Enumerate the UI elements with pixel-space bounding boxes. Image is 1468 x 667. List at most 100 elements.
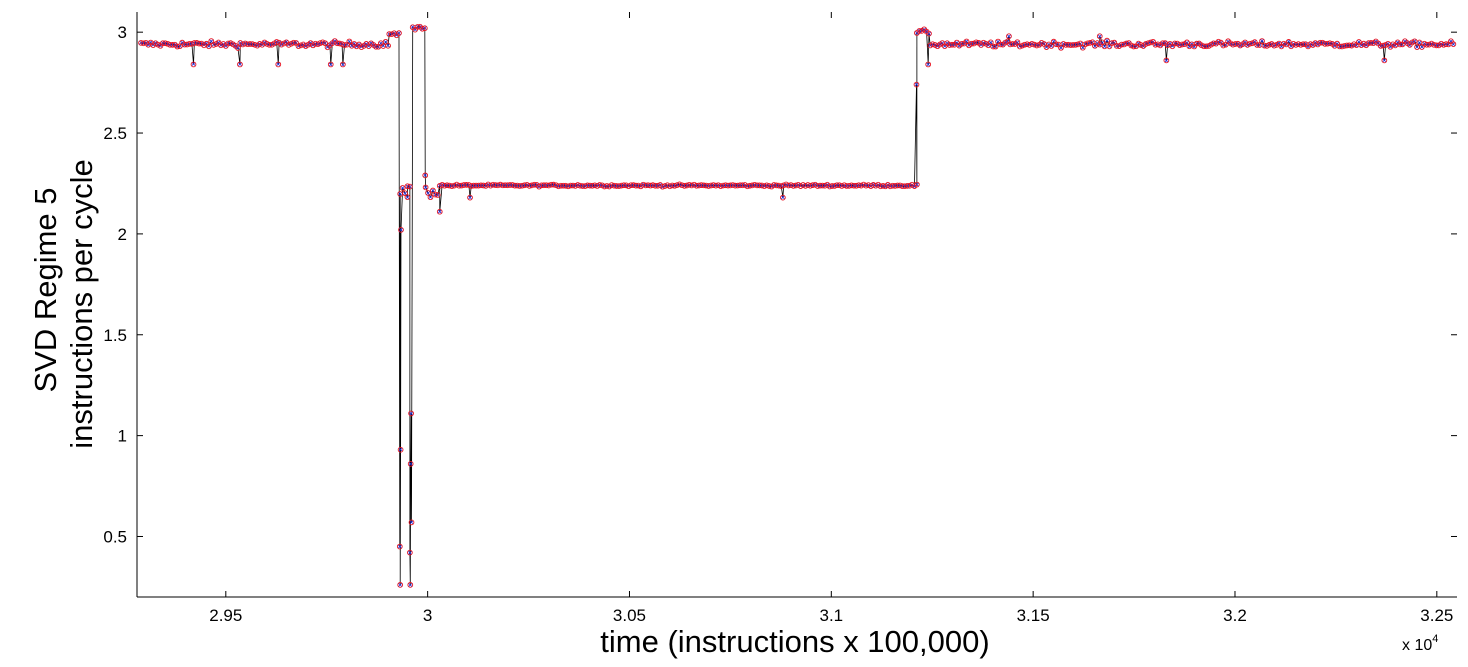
- marker-o: [1033, 42, 1040, 49]
- marker-o: [430, 187, 436, 194]
- marker-o: [1210, 40, 1217, 47]
- marker-x: [1243, 40, 1247, 45]
- marker-x: [233, 44, 238, 49]
- marker-o: [322, 40, 328, 47]
- marker-x: [366, 44, 371, 48]
- marker-x: [409, 411, 413, 416]
- x-tick-label: 3.2: [1223, 606, 1247, 625]
- marker-o: [531, 181, 538, 188]
- plot-background: [137, 12, 1457, 597]
- x-axis-title: time (instructions x 100,000): [600, 624, 989, 659]
- marker-o: [341, 42, 348, 48]
- marker-o: [340, 61, 346, 68]
- x-exponent: x 104: [1402, 633, 1438, 654]
- y-tick-label: 1: [118, 427, 127, 446]
- marker-o: [596, 182, 603, 188]
- marker-x: [236, 45, 240, 50]
- marker-x: [407, 550, 412, 555]
- marker-o: [1254, 42, 1261, 48]
- marker-o: [421, 25, 428, 32]
- marker-o: [404, 183, 411, 190]
- marker-o: [1443, 41, 1449, 47]
- marker-o: [1450, 41, 1457, 48]
- marker-o: [1087, 39, 1093, 46]
- marker-x: [354, 44, 359, 49]
- marker-o: [419, 25, 426, 32]
- marker-o: [958, 40, 965, 47]
- marker-o: [408, 410, 414, 417]
- marker-o: [210, 41, 217, 48]
- marker-o: [319, 39, 326, 46]
- marker-o: [1179, 41, 1185, 48]
- marker-x: [399, 227, 403, 232]
- marker-o: [780, 194, 786, 201]
- marker-o: [407, 582, 414, 588]
- marker-o: [408, 519, 415, 526]
- marker-o: [404, 194, 411, 201]
- marker-o: [1053, 41, 1060, 48]
- marker-o: [1109, 40, 1115, 46]
- marker-x: [151, 42, 156, 47]
- marker-o: [1130, 43, 1137, 50]
- marker-o: [346, 38, 353, 45]
- marker-o: [1104, 37, 1110, 44]
- marker-o: [990, 43, 997, 50]
- marker-x: [408, 461, 413, 466]
- marker-o: [1184, 39, 1190, 46]
- marker-o: [373, 43, 379, 50]
- marker-x: [153, 41, 158, 45]
- x-tick-label: 3.15: [1017, 606, 1050, 625]
- marker-x: [979, 42, 983, 47]
- marker-o: [1280, 40, 1287, 47]
- marker-o: [397, 582, 404, 588]
- marker-o: [1220, 42, 1227, 49]
- marker-o: [925, 61, 932, 68]
- marker-o: [425, 190, 431, 196]
- marker-o: [162, 40, 169, 47]
- marker-x: [397, 544, 402, 549]
- marker-o: [427, 194, 434, 201]
- marker-o: [987, 39, 994, 46]
- marker-o: [1006, 33, 1012, 40]
- marker-x: [409, 520, 414, 525]
- marker-x: [964, 39, 969, 44]
- marker-o: [295, 43, 302, 49]
- marker-o: [396, 543, 403, 550]
- marker-x: [1015, 40, 1020, 45]
- x-tick-label: 3.05: [613, 606, 646, 625]
- marker-x: [361, 43, 366, 48]
- marker-x: [780, 195, 785, 200]
- marker-o: [997, 41, 1004, 48]
- marker-o: [169, 42, 176, 48]
- marker-x: [1417, 40, 1422, 45]
- marker-x: [408, 583, 413, 587]
- marker-o: [422, 184, 429, 191]
- marker-o: [237, 61, 243, 68]
- marker-o: [273, 39, 280, 45]
- marker-x: [1260, 38, 1264, 43]
- marker-x: [328, 42, 332, 47]
- marker-x: [398, 583, 403, 587]
- marker-x: [428, 195, 433, 199]
- marker-x: [330, 41, 335, 45]
- marker-o: [778, 183, 785, 190]
- marker-o: [1381, 57, 1388, 64]
- marker-o: [1029, 41, 1035, 47]
- marker-o: [1247, 40, 1253, 47]
- marker-x: [340, 62, 345, 67]
- marker-o: [676, 181, 683, 188]
- marker-o: [398, 227, 404, 233]
- marker-o: [449, 183, 455, 189]
- marker-o: [973, 39, 980, 46]
- marker-x: [423, 185, 428, 190]
- marker-o: [1193, 40, 1200, 47]
- marker-x: [206, 44, 211, 48]
- marker-x: [1315, 42, 1320, 47]
- marker-o: [467, 194, 473, 201]
- marker-o: [926, 30, 932, 37]
- marker-o: [1147, 39, 1154, 46]
- marker-o: [1433, 42, 1440, 49]
- marker-o: [290, 39, 297, 46]
- marker-o: [422, 172, 429, 179]
